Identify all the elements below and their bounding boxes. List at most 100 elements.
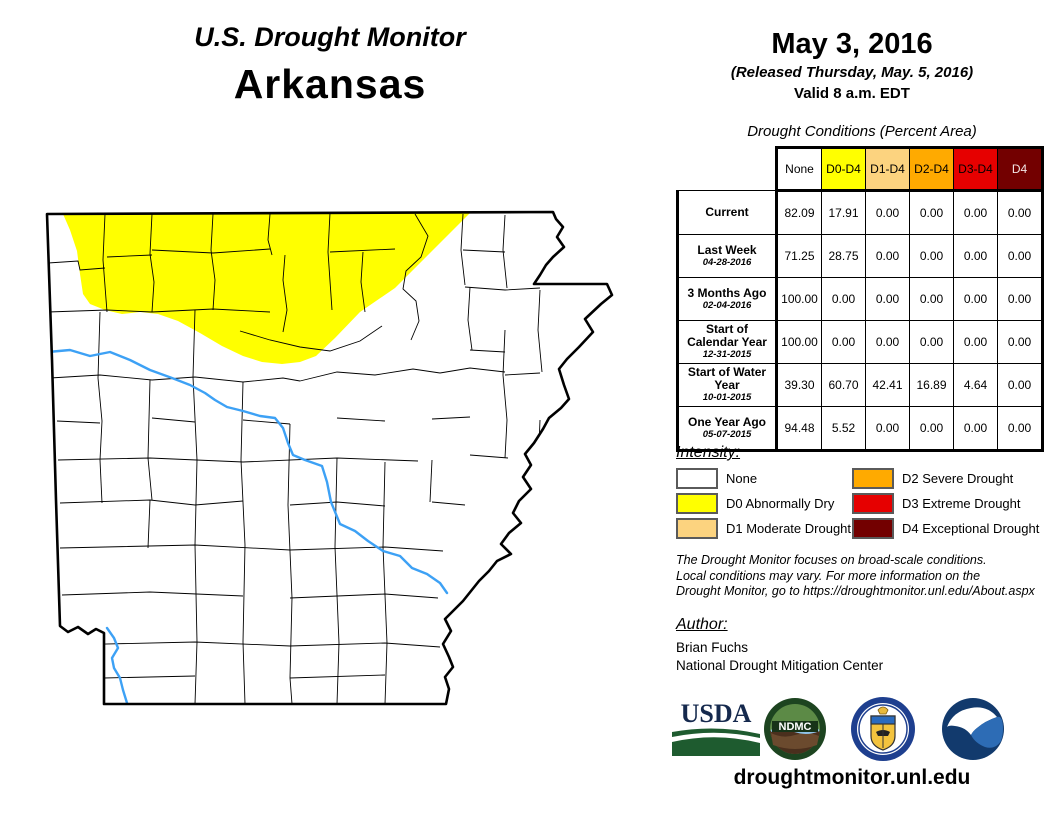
author-org: National Drought Mitigation Center [676, 658, 884, 673]
d3-swatch [852, 493, 894, 514]
cell: 4.64 [953, 362, 998, 407]
cell: 0.00 [997, 233, 1044, 278]
d1-swatch [676, 518, 718, 539]
d0-swatch [676, 493, 718, 514]
state-outline [45, 210, 614, 706]
cell: 100.00 [776, 276, 822, 321]
legend-item-d0: D0 Abnormally Dry [676, 493, 834, 514]
cell: 0.00 [997, 189, 1044, 235]
cell: 0.00 [865, 319, 910, 364]
svg-text:NOAA: NOAA [961, 712, 985, 721]
cell: 0.00 [953, 233, 998, 278]
footer-url: droughtmonitor.unl.edu [733, 766, 971, 789]
legend-item-d2: D2 Severe Drought [852, 468, 1013, 489]
map-date: May 3, 2016 [771, 28, 933, 60]
cell: 0.00 [997, 276, 1044, 321]
cell: 0.00 [997, 405, 1044, 452]
usda-field [672, 737, 760, 756]
cell: 0.00 [953, 319, 998, 364]
disclaimer: The Drought Monitor focuses on broad-sca… [676, 553, 1035, 598]
table-corner-cell [677, 147, 777, 190]
rivers [47, 348, 449, 704]
author-title: Author: [676, 616, 728, 633]
red-river [105, 626, 129, 704]
valid-time: Valid 8 a.m. EDT [794, 85, 910, 102]
col-header-d0-d4: D0-D4 [821, 146, 866, 192]
cell: 17.91 [821, 189, 866, 235]
table-row: Start of Calendar Year 12-31-2015 100.00… [676, 319, 1044, 364]
row-label-start-water-year: Start of Water Year 10-01-2015 [676, 362, 778, 407]
cell: 5.52 [821, 405, 866, 452]
col-header-d4: D4 [997, 146, 1044, 192]
cell: 82.09 [776, 189, 822, 235]
row-label-current: Current [676, 189, 778, 235]
cell: 100.00 [776, 319, 822, 364]
arkansas-river [47, 348, 449, 595]
cell: 39.30 [776, 362, 822, 407]
cell: 16.89 [909, 362, 954, 407]
table-title: Drought Conditions (Percent Area) [747, 123, 977, 140]
legend-item-d1: D1 Moderate Drought [676, 518, 851, 539]
cell: 0.00 [909, 233, 954, 278]
col-header-d3-d4: D3-D4 [953, 146, 998, 192]
author-name: Brian Fuchs [676, 640, 749, 655]
release-date: (Released Thursday, May. 5, 2016) [730, 64, 974, 81]
usda-swoosh [672, 728, 760, 738]
table-row: Start of Water Year 10-01-2015 39.30 60.… [676, 362, 1044, 407]
cell: 0.00 [865, 189, 910, 235]
cell: 71.25 [776, 233, 822, 278]
page-title: U.S. Drought Monitor [194, 22, 466, 52]
cell: 60.70 [821, 362, 866, 407]
svg-text:USDA: USDA [681, 700, 752, 728]
cell: 0.00 [821, 276, 866, 321]
legend-item-none: None [676, 468, 757, 489]
cell: 0.00 [865, 405, 910, 452]
row-label-start-calendar-year: Start of Calendar Year 12-31-2015 [676, 319, 778, 364]
col-header-none: None [775, 146, 822, 192]
table-row: 3 Months Ago 02-04-2016 100.00 0.00 0.00… [676, 276, 1044, 321]
cell: 0.00 [865, 233, 910, 278]
row-label-3-months-ago: 3 Months Ago 02-04-2016 [676, 276, 778, 321]
table-row: Current 82.09 17.91 0.00 0.00 0.00 0.00 [676, 189, 1044, 235]
ndmc-logo: NDMC [764, 698, 826, 760]
cell: 0.00 [909, 319, 954, 364]
state-title: Arkansas [233, 61, 427, 107]
cell: 0.00 [997, 362, 1044, 407]
cell: 0.00 [953, 276, 998, 321]
table-header-row: None D0-D4 D1-D4 D2-D4 D3-D4 D4 [677, 146, 1044, 192]
drought-conditions-table: None D0-D4 D1-D4 D2-D4 D3-D4 D4 Current … [676, 146, 1044, 452]
none-swatch [676, 468, 718, 489]
col-header-d1-d4: D1-D4 [865, 146, 910, 192]
cell: 0.00 [821, 319, 866, 364]
cell: 42.41 [865, 362, 910, 407]
row-label-one-year-ago: One Year Ago 05-07-2015 [676, 405, 778, 452]
arkansas-drought-map [45, 210, 614, 706]
seagull-icon [947, 707, 997, 735]
cell: 28.75 [821, 233, 866, 278]
county-boundaries [47, 212, 543, 704]
cell: 0.00 [865, 276, 910, 321]
row-label-last-week: Last Week 04-28-2016 [676, 233, 778, 278]
date-block: May 3, 2016 (Released Thursday, May. 5, … [676, 28, 1028, 102]
cell: 0.00 [953, 189, 998, 235]
noaa-logo: NOAA [942, 698, 1004, 760]
legend-title: Intensity: [676, 444, 741, 461]
legend-item-d4: D4 Exceptional Drought [852, 518, 1039, 539]
title-block: U.S. Drought Monitor Arkansas [0, 22, 660, 108]
col-header-d2-d4: D2-D4 [909, 146, 954, 192]
cell: 0.00 [997, 319, 1044, 364]
usda-logo: USDA [672, 700, 760, 756]
table-row: One Year Ago 05-07-2015 94.48 5.52 0.00 … [676, 405, 1044, 452]
cell: 0.00 [909, 189, 954, 235]
d4-swatch [852, 518, 894, 539]
d2-swatch [852, 468, 894, 489]
cell: 94.48 [776, 405, 822, 452]
svg-text:NDMC: NDMC [779, 721, 812, 733]
cell: 0.00 [909, 276, 954, 321]
dept-of-commerce-seal [851, 697, 915, 761]
table-row: Last Week 04-28-2016 71.25 28.75 0.00 0.… [676, 233, 1044, 278]
cell: 0.00 [953, 405, 998, 452]
eagle-icon [877, 706, 889, 715]
legend-item-d3: D3 Extreme Drought [852, 493, 1021, 514]
